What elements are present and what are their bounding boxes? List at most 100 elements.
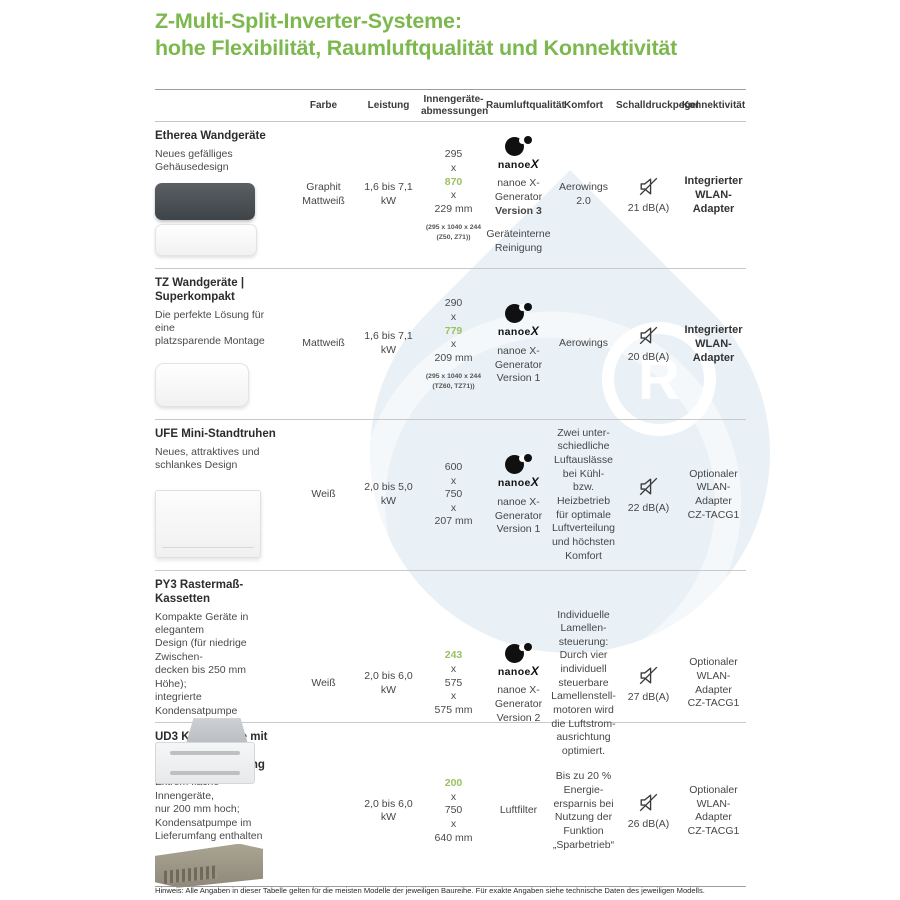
air-quality-text: nanoe X- Generator Version 2	[494, 684, 543, 724]
duct-unit-body	[155, 843, 263, 888]
product-name: TZ Wandgeräte | Superkompakt	[155, 277, 245, 303]
nanoe-x-wordmark: nanoeX	[497, 475, 540, 490]
color-cell: Graphit Mattweiß	[302, 181, 345, 207]
sound-level-value: 22 dB(A)	[627, 502, 670, 515]
product-cell: UFE Mini-Standtruhen Neues, attraktives u…	[155, 420, 291, 570]
dimension-note: (295 x 1040 x 244 (TZ60, TZ71))	[425, 373, 482, 390]
sound-level-value: 27 dB(A)	[627, 690, 670, 703]
air-quality-cell: Luftfilter	[486, 804, 551, 818]
sound-level-value: 26 dB(A)	[627, 818, 670, 831]
air-quality-cell: nanoeX nanoe X- Generator Version 1	[486, 302, 551, 386]
dimension-value: 290	[444, 297, 463, 310]
product-description: Kompakte Geräte in elegantem Design (für…	[155, 610, 249, 717]
air-quality-cell: nanoeX nanoe X- Generator Version 2	[486, 642, 551, 726]
sound-level-value: 21 dB(A)	[627, 202, 670, 215]
comfort-cell: Zwei unter- schiedliche Luftauslässe bei…	[551, 426, 616, 562]
air-quality-text: Luftfilter	[499, 804, 538, 817]
comfort-cell: Individuelle Lamellen- steuerung: Durch …	[551, 608, 616, 757]
connectivity-cell: Optionaler WLAN- Adapter CZ-TACG1	[687, 656, 740, 710]
product-description: Extrem flache Innengeräte, nur 200 mm ho…	[155, 776, 263, 843]
nanoe-x-mark-icon	[502, 135, 536, 157]
dimension-value: 600	[444, 460, 463, 473]
wall-unit-graphite	[155, 183, 255, 220]
air-quality-extra: Geräteinterne Reinigung	[486, 228, 551, 254]
nanoe-x-wordmark: nanoeX	[497, 324, 540, 339]
product-description: Neues gefälliges Gehäusedesign	[155, 147, 233, 174]
speaker-mute-icon	[639, 477, 658, 496]
air-quality-cell: nanoeX nanoe X- Generator Version 3 Gerätei…	[486, 135, 551, 256]
cassette-body	[186, 718, 248, 745]
nanoe-x-wordmark: nanoeX	[497, 156, 540, 171]
wall-unit-white	[155, 363, 249, 407]
product-name: PY3 Rastermaß-Kassetten	[155, 579, 244, 605]
power-cell: 2,0 bis 5,0 kW	[364, 481, 413, 507]
speaker-mute-icon	[639, 666, 658, 685]
speaker-mute-icon	[639, 326, 658, 345]
sound-level-cell: 21 dB(A)	[616, 174, 681, 216]
product-description: Neues, attraktives und schlankes Design	[155, 445, 260, 472]
column-header: Raumluftqualität	[486, 99, 565, 111]
color-cell: Weiß	[311, 488, 336, 501]
dimensions-cell: 600 x 750 x 207 mm	[421, 461, 486, 529]
nanoe-x-mark-icon	[502, 642, 536, 664]
table-row: TZ Wandgeräte | Superkompakt Die perfekte…	[155, 268, 746, 419]
product-image-ud3	[155, 843, 279, 888]
dimension-value: 750	[444, 488, 463, 501]
product-image-ufe	[155, 490, 279, 558]
product-description: Die perfekte Lösung für eine platzsparen…	[155, 308, 265, 348]
comfort-cell: Aerowings 2.0	[558, 181, 609, 207]
sound-level-value: 20 dB(A)	[627, 351, 670, 364]
nanoe-x-logo: nanoeX	[486, 453, 551, 491]
page-title-line1: Z-Multi-Split-Inverter-Systeme:	[155, 9, 462, 33]
dimension-value: 243	[444, 649, 463, 662]
comfort-cell: Aerowings	[558, 337, 609, 350]
air-quality-version: Version 3	[495, 204, 542, 217]
dimension-value: 779	[444, 324, 463, 337]
sound-level-cell: 20 dB(A)	[616, 323, 681, 365]
page-title-line2: hohe Flexibilität, Raumluftqualität und …	[155, 36, 678, 60]
nanoe-x-logo: nanoeX	[486, 135, 551, 173]
power-cell: 1,6 bis 7,1 kW	[364, 181, 413, 207]
dimension-value: x	[450, 663, 457, 676]
dimension-value: x	[450, 338, 457, 351]
nanoe-x-mark-icon	[502, 453, 536, 475]
column-header: Komfort	[564, 99, 603, 111]
speaker-mute-icon	[639, 794, 658, 812]
power-cell: 2,0 bis 6,0 kW	[364, 669, 413, 696]
product-table: Farbe Leistung Innengeräte- abmessungen Rau…	[155, 89, 746, 888]
sound-level-cell: 26 dB(A)	[616, 790, 681, 832]
dimension-value: 229 mm	[434, 202, 473, 215]
table-row: Etherea Wandgeräte Neues gefälliges Gehäu…	[155, 121, 746, 268]
duct-grille	[164, 864, 218, 884]
cassette-panel	[155, 742, 255, 785]
sound-level-cell: 27 dB(A)	[616, 663, 681, 705]
dimensions-cell: 200 x 750 x 640 mm	[421, 777, 486, 845]
connectivity-cell: Optionaler WLAN- Adapter CZ-TACG1	[687, 784, 740, 837]
dimension-value: 295	[444, 148, 463, 161]
comfort-cell: Bis zu 20 % Energie- ersparnis bei Nutzu…	[552, 770, 615, 851]
dimension-value: x	[450, 310, 457, 323]
table-header-row: Farbe Leistung Innengeräte- abmessungen Rau…	[155, 89, 746, 121]
dimension-value: x	[450, 474, 457, 487]
column-header: Schalldruckpegel	[616, 99, 699, 111]
dimension-value: 870	[444, 175, 463, 188]
dimension-value: x	[450, 690, 457, 703]
dimension-value: 200	[444, 777, 463, 790]
product-cell: TZ Wandgeräte | Superkompakt Die perfekte…	[155, 269, 291, 419]
dimension-value: x	[450, 501, 457, 514]
product-cell: Etherea Wandgeräte Neues gefälliges Gehäu…	[155, 122, 291, 268]
dimension-value: x	[450, 818, 457, 831]
page-title: Z-Multi-Split-Inverter-Systeme: hohe Fle…	[155, 8, 677, 62]
dimension-value: x	[450, 189, 457, 202]
product-name: UFE Mini-Standtruhen	[155, 428, 276, 440]
power-cell: 1,6 bis 7,1 kW	[364, 330, 413, 356]
product-name: Etherea Wandgeräte	[155, 130, 266, 142]
air-quality-text: nanoe X- Generator Version 1	[494, 495, 543, 536]
connectivity-cell: Integrierter WLAN- Adapter	[684, 323, 743, 365]
footer-note: Hinweis: Alle Angaben in dieser Tabelle …	[155, 886, 705, 895]
floor-console-unit	[155, 490, 261, 558]
product-cell: PY3 Rastermaß-Kassetten Kompakte Geräte i…	[155, 571, 291, 796]
table-row: PY3 Rastermaß-Kassetten Kompakte Geräte i…	[155, 570, 746, 785]
